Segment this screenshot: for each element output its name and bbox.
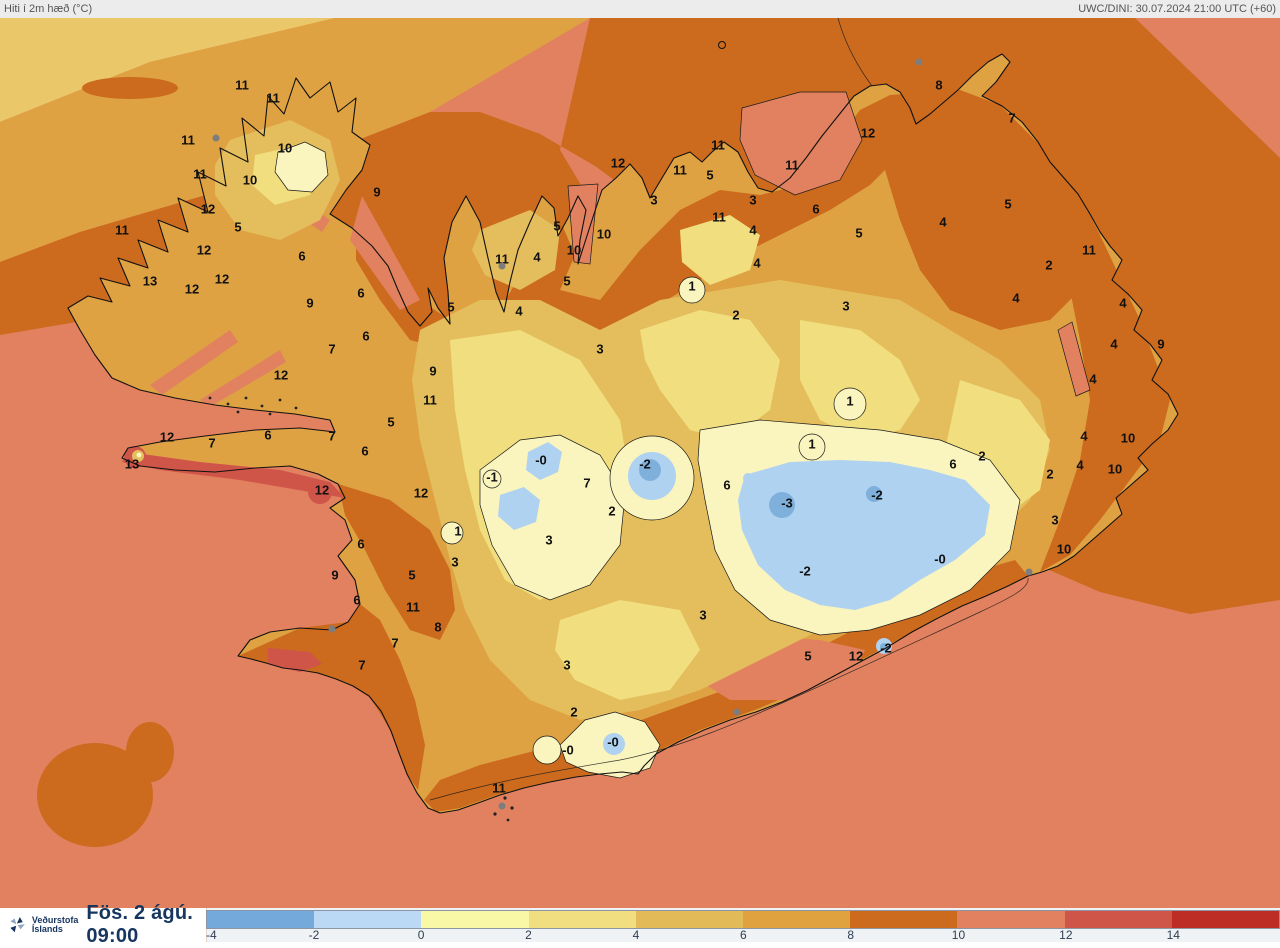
- sea-blob-sw2: [126, 722, 174, 782]
- logo-box: Veðurstofa Íslands Fös. 2 ágú. 09:00: [0, 902, 207, 947]
- glacier-tungnafells: [743, 473, 753, 483]
- footer-bar: Veðurstofa Íslands Fös. 2 ágú. 09:00 -4-…: [0, 902, 1280, 947]
- south-coast-isotherm: [429, 577, 1029, 801]
- logo-text: Veðurstofa Íslands: [31, 914, 79, 935]
- islands: [208, 41, 726, 822]
- legend-tick: 4: [632, 928, 640, 942]
- legend-tick: 8: [847, 928, 855, 942]
- legend-tick: 6: [739, 928, 747, 942]
- legend-tick: 14: [1166, 928, 1180, 942]
- cold-spots: [639, 459, 888, 651]
- legend-segment: [743, 911, 851, 928]
- legend-tick: 2: [525, 928, 532, 942]
- top-status-bar: Hiti í 2m hæð (°C) UWC/DINI: 30.07.2024 …: [0, 0, 1280, 18]
- legend-tick: -4: [206, 928, 217, 942]
- glacier-vatnajokull: [738, 460, 990, 610]
- legend-tick: 0: [417, 928, 425, 942]
- legend-segment: [635, 911, 744, 928]
- legend-tick-labels: -4 -2 0 2 4 6 8 10 12 14: [206, 929, 1280, 942]
- map-title: Hiti í 2m hæð (°C): [4, 3, 93, 15]
- glacier-myrdalsjokull: [603, 733, 625, 755]
- legend-segment: [528, 911, 636, 928]
- temperature-legend-bar: [206, 910, 1280, 929]
- model-run-info: UWC/DINI: 30.07.2024 21:00 UTC (+60): [1078, 3, 1276, 15]
- coastline: [67, 53, 1179, 814]
- sea-blob-sw1: [37, 743, 153, 847]
- legend-segment: [421, 911, 529, 928]
- legend-tick: 10: [951, 928, 966, 942]
- logo-line2: Íslands: [31, 924, 63, 934]
- glaciers: [498, 442, 990, 755]
- sea-band-4-6: [0, 18, 335, 122]
- warm-patches-12-14: [122, 446, 345, 672]
- legend-segment: [1171, 911, 1280, 928]
- legend-segment: [850, 911, 958, 928]
- legend-tick: 12: [1059, 928, 1073, 942]
- vedurstofa-logo-icon: [10, 917, 25, 933]
- logo-line1: Veðurstofa: [31, 914, 79, 925]
- forecast-datetime: Fös. 2 ágú. 09:00: [86, 902, 193, 947]
- legend-segment: [1064, 911, 1172, 928]
- sea-corner-ne: [1135, 18, 1280, 158]
- legend-segment: [207, 911, 315, 928]
- glacier-langjokull-n: [526, 442, 562, 480]
- legend-tick: -2: [308, 928, 320, 942]
- sea-sliver-nw: [82, 77, 178, 99]
- legend-segment: [957, 911, 1065, 928]
- glacier-langjokull-s: [498, 487, 540, 530]
- legend-segment: [314, 911, 422, 928]
